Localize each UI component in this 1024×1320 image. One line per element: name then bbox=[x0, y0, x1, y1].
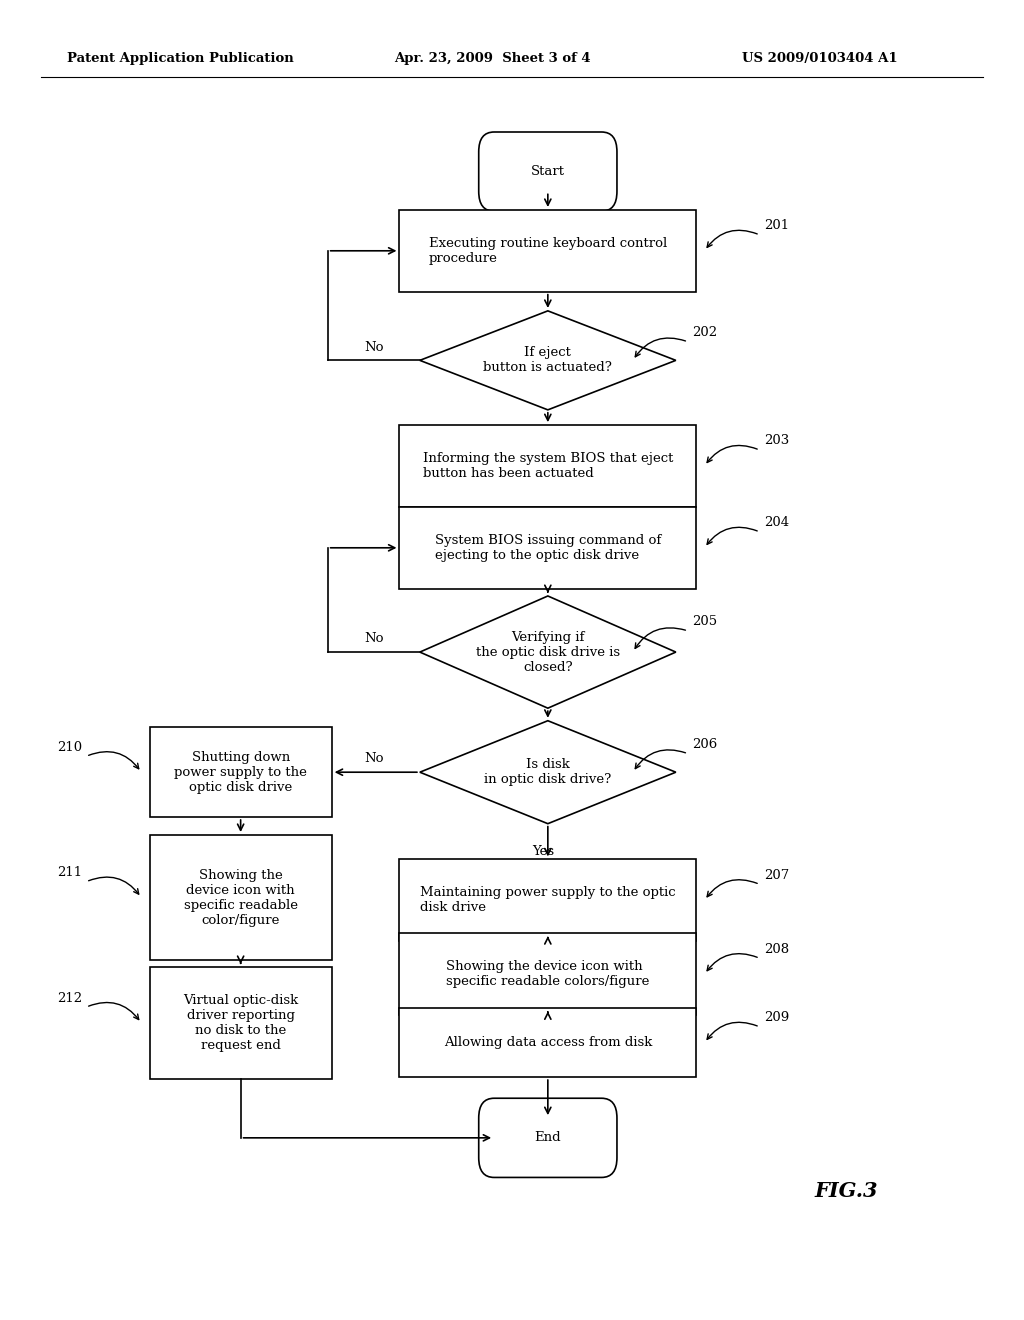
Text: No: No bbox=[365, 632, 384, 645]
FancyBboxPatch shape bbox=[399, 1008, 696, 1077]
Text: 203: 203 bbox=[764, 434, 790, 447]
Text: 209: 209 bbox=[764, 1011, 790, 1024]
FancyBboxPatch shape bbox=[399, 859, 696, 941]
FancyBboxPatch shape bbox=[150, 966, 332, 1080]
Text: Start: Start bbox=[530, 165, 565, 178]
Polygon shape bbox=[420, 721, 676, 824]
Text: Patent Application Publication: Patent Application Publication bbox=[67, 51, 293, 65]
Text: 210: 210 bbox=[56, 741, 82, 754]
Text: FIG.3: FIG.3 bbox=[814, 1180, 878, 1201]
Text: Yes: Yes bbox=[532, 729, 555, 742]
FancyBboxPatch shape bbox=[399, 210, 696, 292]
FancyBboxPatch shape bbox=[479, 132, 616, 211]
Text: 204: 204 bbox=[764, 516, 790, 529]
Text: Showing the
device icon with
specific readable
color/figure: Showing the device icon with specific re… bbox=[183, 869, 298, 927]
FancyBboxPatch shape bbox=[399, 507, 696, 589]
Text: 202: 202 bbox=[692, 326, 718, 339]
Text: No: No bbox=[365, 752, 384, 766]
Text: System BIOS issuing command of
ejecting to the optic disk drive: System BIOS issuing command of ejecting … bbox=[435, 533, 660, 562]
Text: Maintaining power supply to the optic
disk drive: Maintaining power supply to the optic di… bbox=[420, 886, 676, 915]
Text: If eject
button is actuated?: If eject button is actuated? bbox=[483, 346, 612, 375]
Text: 211: 211 bbox=[56, 866, 82, 879]
Text: No: No bbox=[365, 341, 384, 354]
FancyBboxPatch shape bbox=[399, 933, 696, 1015]
Polygon shape bbox=[420, 312, 676, 409]
Text: Virtual optic-disk
driver reporting
no disk to the
request end: Virtual optic-disk driver reporting no d… bbox=[183, 994, 298, 1052]
Text: 212: 212 bbox=[56, 991, 82, 1005]
Polygon shape bbox=[420, 597, 676, 708]
Text: End: End bbox=[535, 1131, 561, 1144]
Text: 201: 201 bbox=[764, 219, 790, 232]
FancyBboxPatch shape bbox=[150, 834, 332, 961]
Text: Showing the device icon with
specific readable colors/figure: Showing the device icon with specific re… bbox=[446, 960, 649, 989]
Text: 208: 208 bbox=[764, 942, 790, 956]
Text: Verifying if
the optic disk drive is
closed?: Verifying if the optic disk drive is clo… bbox=[476, 631, 620, 673]
Text: Executing routine keyboard control
procedure: Executing routine keyboard control proce… bbox=[429, 236, 667, 265]
Text: Is disk
in optic disk drive?: Is disk in optic disk drive? bbox=[484, 758, 611, 787]
Text: 207: 207 bbox=[764, 869, 790, 882]
FancyBboxPatch shape bbox=[479, 1098, 616, 1177]
FancyBboxPatch shape bbox=[399, 425, 696, 507]
Text: Shutting down
power supply to the
optic disk drive: Shutting down power supply to the optic … bbox=[174, 751, 307, 793]
Text: Yes: Yes bbox=[532, 845, 555, 858]
Text: Allowing data access from disk: Allowing data access from disk bbox=[443, 1036, 652, 1049]
Text: Yes: Yes bbox=[532, 430, 555, 444]
Text: US 2009/0103404 A1: US 2009/0103404 A1 bbox=[742, 51, 898, 65]
FancyBboxPatch shape bbox=[150, 727, 332, 817]
Text: 205: 205 bbox=[692, 615, 718, 628]
Text: Informing the system BIOS that eject
button has been actuated: Informing the system BIOS that eject but… bbox=[423, 451, 673, 480]
Text: Apr. 23, 2009  Sheet 3 of 4: Apr. 23, 2009 Sheet 3 of 4 bbox=[394, 51, 591, 65]
Text: 206: 206 bbox=[692, 738, 718, 751]
